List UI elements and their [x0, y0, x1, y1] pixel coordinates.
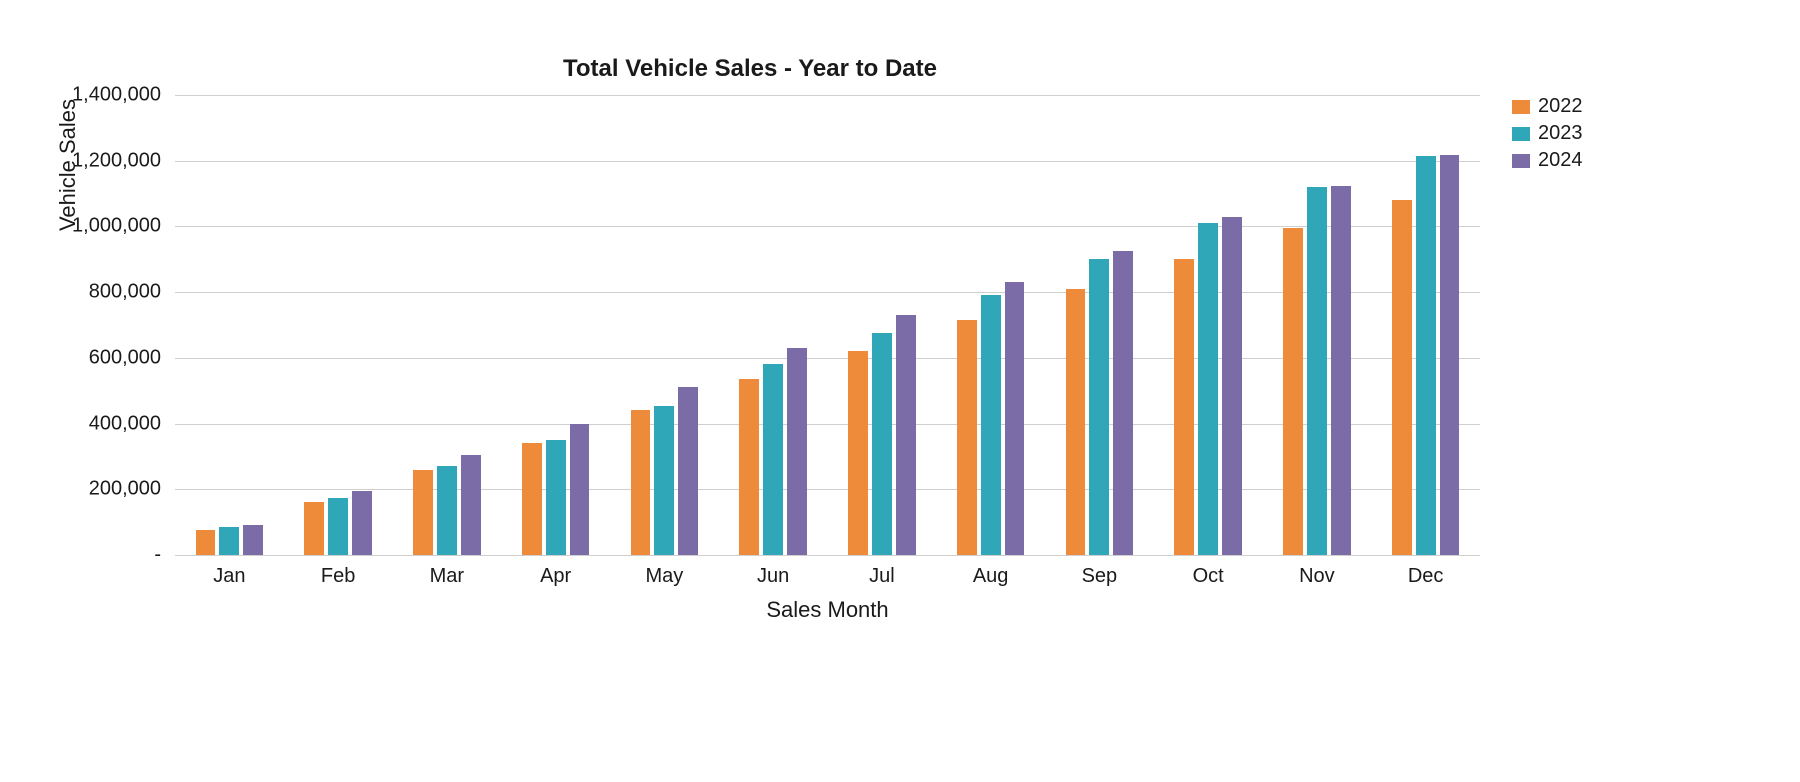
bar: [631, 410, 651, 555]
bar: [1392, 200, 1412, 555]
bar: [304, 502, 324, 555]
bar: [1283, 228, 1303, 555]
bar: [1005, 282, 1025, 555]
legend-label: 2023: [1538, 122, 1583, 145]
bar: [678, 387, 698, 555]
x-tick-label: Nov: [1299, 555, 1335, 588]
bar: [352, 491, 372, 555]
plot-area: -200,000400,000600,000800,0001,000,0001,…: [175, 95, 1480, 555]
bar: [243, 525, 263, 555]
bar: [957, 320, 977, 555]
y-axis-title: Vehicle Sales: [55, 0, 81, 395]
legend-item: 2023: [1512, 122, 1583, 145]
x-tick-label: Jul: [869, 555, 895, 588]
x-tick-label: Jan: [213, 555, 245, 588]
legend-label: 2022: [1538, 95, 1583, 118]
x-axis-title: Sales Month: [175, 597, 1480, 623]
bar: [848, 351, 868, 555]
bar: [413, 470, 433, 555]
legend-swatch: [1512, 127, 1530, 141]
gridline: [175, 161, 1480, 162]
bar: [1113, 251, 1133, 555]
x-tick-label: Feb: [321, 555, 355, 588]
legend-item: 2024: [1512, 149, 1583, 172]
bar: [1174, 259, 1194, 555]
y-tick-label: -: [154, 544, 175, 567]
x-tick-label: Jun: [757, 555, 789, 588]
y-tick-label: 1,400,000: [72, 84, 175, 107]
x-tick-label: Aug: [973, 555, 1009, 588]
bar: [872, 333, 892, 555]
bar: [787, 348, 807, 555]
bar: [522, 443, 542, 555]
bar: [1222, 217, 1242, 555]
gridline: [175, 95, 1480, 96]
x-tick-label: May: [645, 555, 683, 588]
bar: [1416, 156, 1436, 555]
y-tick-label: 800,000: [89, 281, 175, 304]
legend-swatch: [1512, 100, 1530, 114]
bar: [1089, 259, 1109, 555]
y-tick-label: 200,000: [89, 478, 175, 501]
bar: [896, 315, 916, 555]
bar: [981, 295, 1001, 555]
bar: [461, 455, 481, 555]
chart-title: Total Vehicle Sales - Year to Date: [0, 55, 1500, 83]
y-tick-label: 600,000: [89, 346, 175, 369]
bar: [219, 527, 239, 555]
legend-swatch: [1512, 154, 1530, 168]
bar: [546, 440, 566, 555]
legend-label: 2024: [1538, 149, 1583, 172]
bar: [1307, 187, 1327, 555]
bar: [1331, 186, 1351, 555]
bar: [328, 498, 348, 556]
bar: [570, 424, 590, 555]
x-tick-label: Sep: [1082, 555, 1118, 588]
x-tick-label: Mar: [430, 555, 464, 588]
x-tick-label: Dec: [1408, 555, 1444, 588]
bar: [1198, 223, 1218, 555]
bar: [739, 379, 759, 555]
bar: [437, 466, 457, 555]
bar: [763, 364, 783, 555]
bar: [1066, 289, 1086, 555]
gridline: [175, 555, 1480, 556]
x-tick-label: Apr: [540, 555, 571, 588]
bar: [1440, 155, 1460, 555]
bar: [654, 406, 674, 556]
legend: 2022 2023 2024: [1512, 95, 1583, 176]
y-tick-label: 1,000,000: [72, 215, 175, 238]
y-tick-label: 400,000: [89, 412, 175, 435]
legend-item: 2022: [1512, 95, 1583, 118]
vehicle-sales-chart: Total Vehicle Sales - Year to Date -200,…: [0, 0, 1800, 782]
bar: [196, 530, 216, 555]
y-tick-label: 1,200,000: [72, 149, 175, 172]
x-tick-label: Oct: [1193, 555, 1224, 588]
